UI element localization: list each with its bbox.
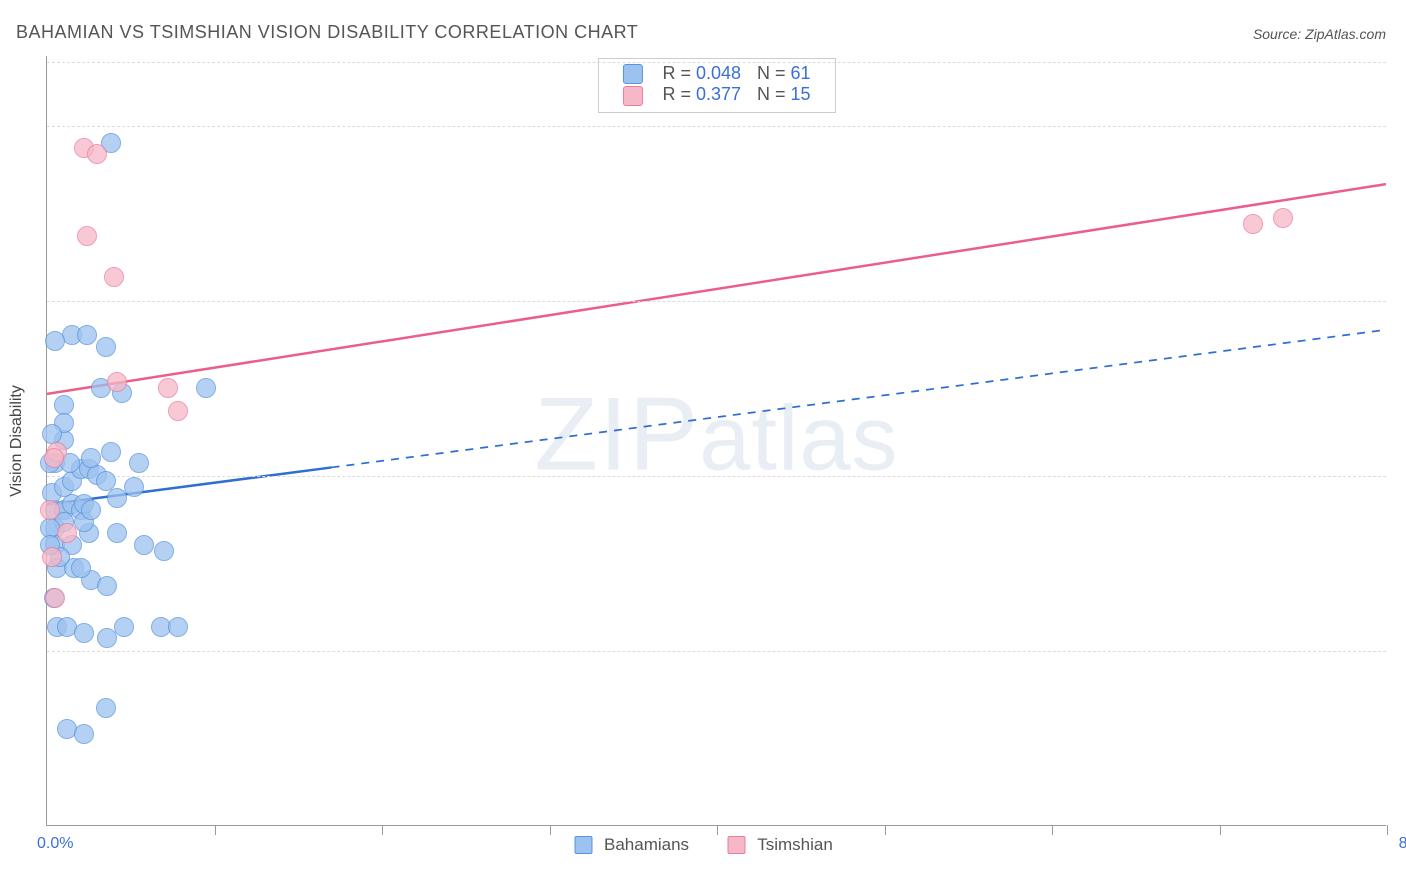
data-point: [124, 477, 144, 497]
chart-title: BAHAMIAN VS TSIMSHIAN VISION DISABILITY …: [16, 22, 638, 43]
gridline: [47, 301, 1386, 302]
regression-line: [332, 330, 1386, 468]
legend-swatch: [727, 836, 745, 854]
x-min-label: 0.0%: [37, 835, 73, 853]
x-max-label: 80.0%: [1399, 835, 1406, 853]
x-tick: [382, 825, 383, 835]
y-axis-label: Vision Disability: [8, 385, 26, 497]
data-point: [77, 325, 97, 345]
data-point: [96, 471, 116, 491]
gridline: [47, 62, 1386, 63]
data-point: [96, 337, 116, 357]
x-tick: [215, 825, 216, 835]
x-tick: [1052, 825, 1053, 835]
data-point: [57, 523, 77, 543]
data-point: [168, 617, 188, 637]
data-point: [81, 500, 101, 520]
legend-swatch: [574, 836, 592, 854]
data-point: [134, 535, 154, 555]
data-point: [154, 541, 174, 561]
data-point: [1243, 214, 1263, 234]
legend-stats: R = 0.048N = 61R = 0.377N = 15: [597, 58, 835, 113]
legend-label: Tsimshian: [757, 835, 833, 854]
gridline: [47, 651, 1386, 652]
gridline: [47, 126, 1386, 127]
data-point: [44, 448, 64, 468]
x-tick: [885, 825, 886, 835]
source-label: Source: ZipAtlas.com: [1253, 26, 1386, 42]
data-point: [74, 623, 94, 643]
data-point: [42, 547, 62, 567]
data-point: [196, 378, 216, 398]
legend-label: Bahamians: [604, 835, 689, 854]
data-point: [107, 488, 127, 508]
data-point: [101, 442, 121, 462]
legend-stat-row: R = 0.048N = 61: [614, 63, 818, 84]
chart-svg: [47, 56, 1386, 825]
data-point: [168, 401, 188, 421]
data-point: [77, 226, 97, 246]
x-tick: [1220, 825, 1221, 835]
data-point: [107, 372, 127, 392]
x-tick: [550, 825, 551, 835]
plot-area: Vision Disability 0.0% 80.0% ZIPatlas R …: [46, 56, 1386, 826]
regression-line: [47, 184, 1386, 394]
data-point: [104, 267, 124, 287]
data-point: [129, 453, 149, 473]
data-point: [45, 588, 65, 608]
data-point: [97, 576, 117, 596]
gridline: [47, 476, 1386, 477]
data-point: [74, 724, 94, 744]
data-point: [71, 558, 91, 578]
x-tick: [1387, 825, 1388, 835]
data-point: [158, 378, 178, 398]
data-point: [96, 698, 116, 718]
legend-series: Bahamians Tsimshian: [568, 834, 865, 855]
legend-stat-row: R = 0.377N = 15: [614, 84, 818, 105]
data-point: [81, 448, 101, 468]
data-point: [1273, 208, 1293, 228]
data-point: [114, 617, 134, 637]
data-point: [40, 500, 60, 520]
data-point: [45, 331, 65, 351]
data-point: [87, 144, 107, 164]
x-tick: [717, 825, 718, 835]
data-point: [107, 523, 127, 543]
